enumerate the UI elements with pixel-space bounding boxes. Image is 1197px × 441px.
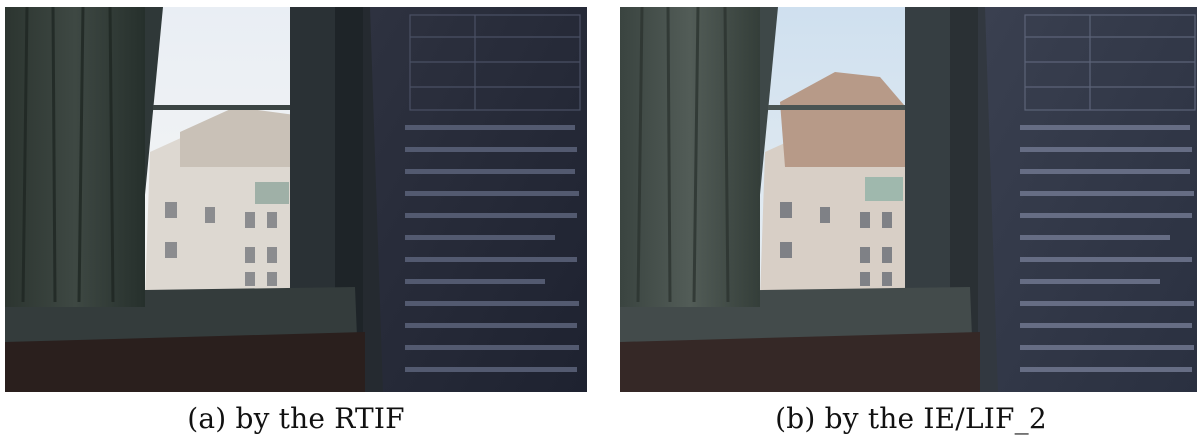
caption-b: (b) by the IE/LIF_2 (775, 402, 1047, 435)
photo-panel-a (5, 7, 587, 392)
caption-a: (a) by the RTIF (187, 402, 405, 435)
room-window-photo-a (5, 7, 587, 392)
photo-panel-b (620, 7, 1197, 392)
room-window-photo-b (620, 7, 1197, 392)
